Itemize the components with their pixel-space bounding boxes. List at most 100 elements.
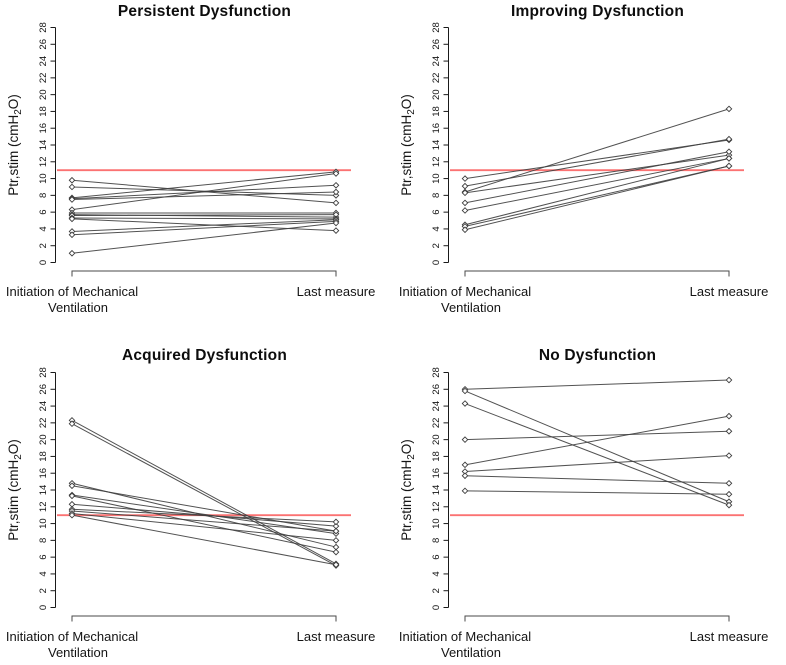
data-point-marker [725,148,733,156]
x-category-left-line2: Ventilation [48,300,108,315]
panel-improving-dysfunction: Improving Dysfunction 0 2 4 6 8 10 12 14 16 18 20 2… [393,0,786,333]
panel-title: Persistent Dysfunction [117,3,292,20]
data-point-marker [725,490,733,498]
data-point-marker [332,227,340,234]
x-axis-bracket [71,615,337,622]
data-point-marker [461,487,469,495]
y-axis-tick-label: 28 [431,22,442,33]
y-axis-tick-label: 6 [431,209,442,214]
y-axis-tick-label: 8 [431,193,442,198]
y-axis-tick-label: 12 [431,156,442,167]
y-axis-tick-label: 8 [38,538,49,543]
patient-line [464,165,730,231]
y-axis-tick-label: 18 [431,106,442,117]
y-axis-tick-label: 0 [431,605,442,610]
patient-line [71,508,337,523]
y-axis-tick-label: 16 [38,468,49,479]
patient-line [71,220,337,236]
patient-line [71,494,337,535]
panel-title: No Dysfunction [538,347,657,364]
y-axis-tick-label: 26 [431,39,442,50]
y-axis-tick-label: 18 [38,106,49,117]
y-axis-tick-label: 22 [38,73,49,84]
patient-line [464,139,730,180]
x-axis-bracket [464,270,730,277]
patient-line [71,513,337,541]
data-point-marker [332,181,340,189]
patient-line [71,173,337,211]
y-axis-tick-label: 16 [431,123,442,134]
data-point-marker [461,207,469,214]
patient-line [464,455,730,473]
data-point-marker [68,183,76,191]
y-axis-tick-label: 22 [431,418,442,429]
y-axis-tick-label: 0 [431,260,442,265]
y-axis-tick-label: 0 [38,260,49,265]
data-point-marker [332,199,340,207]
data-point-marker [68,420,76,428]
x-axis-bracket [71,270,337,277]
data-point-marker [68,196,76,203]
y-axis-tick-label: 8 [38,193,49,198]
y-axis-tick-label: 22 [431,73,442,84]
patient-line [464,475,730,484]
y-axis-tick-label: 6 [38,554,49,559]
data-point-marker [332,527,340,535]
y-axis-label: Ptr,stim (cmH2O) [6,439,24,541]
data-point-marker [68,492,76,500]
panel-acquired-dysfunction: Acquired Dysfunction 0 2 4 6 8 10 12 14 16 18 20 22… [0,333,393,665]
patient-line [71,171,337,199]
data-point-marker [332,518,340,526]
patient-line [464,490,730,495]
y-axis-tick-label: 4 [431,571,442,576]
x-category-right: Last measure [690,284,769,299]
patient-line [464,157,730,226]
x-axis-bracket [464,615,730,622]
data-point-marker [725,135,733,143]
data-point-marker [332,170,340,177]
x-category-right: Last measure [297,629,376,644]
x-category-left-line2: Ventilation [48,645,108,660]
y-axis-tick-label: 22 [38,418,49,429]
y-axis-tick-label: 2 [431,588,442,593]
patient-line [464,379,730,390]
y-axis-tick-label: 10 [431,173,442,184]
x-category-left-line1: Initiation of Mechanical [399,284,531,299]
x-category-left-line1: Initiation of Mechanical [6,284,138,299]
y-axis-tick-label: 2 [38,243,49,248]
data-point-marker [461,226,469,234]
y-axis-tick-label: 24 [431,56,442,67]
panel-persistent-dysfunction: Persistent Dysfunction 0 2 4 6 8 10 12 14 16 18 20… [0,0,393,333]
y-axis-tick-label: 12 [38,156,49,167]
patient-line [464,154,730,194]
data-point-marker [725,376,733,384]
y-axis-tick-label: 4 [38,226,49,231]
y-axis-tick-label: 16 [38,123,49,134]
data-point-marker [725,155,733,162]
data-point-marker [461,175,469,182]
y-axis-label: Ptr,stim (cmH2O) [399,439,417,541]
y-axis-tick-label: 24 [431,401,442,412]
y-axis-tick-label: 10 [38,518,49,529]
y-axis-tick-label: 2 [431,243,442,248]
y-axis-tick-label: 14 [431,485,442,496]
x-category-right: Last measure [297,284,376,299]
data-point-marker [332,219,340,227]
data-point-marker [68,231,76,239]
y-axis-tick-label: 18 [431,451,442,462]
y-axis-tick-label: 14 [431,140,442,151]
y-axis-tick-label: 28 [431,367,442,378]
patient-line [464,390,730,503]
y-axis-tick-label: 20 [38,89,49,100]
y-axis-tick-label: 28 [38,22,49,33]
data-point-marker [68,215,76,223]
data-point-marker [332,192,340,199]
data-point-marker [461,472,469,480]
patient-line [71,495,337,553]
patient-line [464,157,730,211]
patient-line [71,222,337,254]
